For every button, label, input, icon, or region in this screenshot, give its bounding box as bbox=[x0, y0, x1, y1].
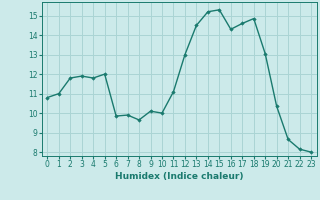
X-axis label: Humidex (Indice chaleur): Humidex (Indice chaleur) bbox=[115, 172, 244, 181]
